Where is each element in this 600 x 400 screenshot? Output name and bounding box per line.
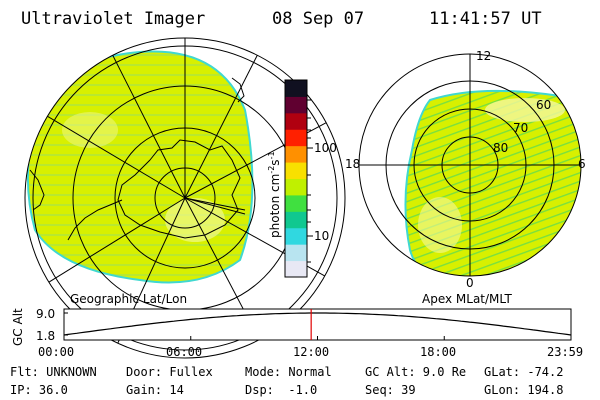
colorbar-frame (284, 79, 308, 278)
instrument-title: Ultraviolet Imager (21, 9, 206, 29)
date-label: 08 Sep 07 (272, 9, 365, 29)
info-mode: Mode: Normal (245, 365, 332, 379)
timeline-axis-label: GC Alt (11, 308, 25, 346)
polar-plot (358, 53, 582, 277)
colorbar-band (285, 96, 307, 114)
colorbar-tick-100: 100 (314, 141, 337, 155)
time-label: 11:41:57 UT (429, 9, 542, 29)
timeline-xtick-0600: 06:00 (166, 345, 203, 359)
colorbar-ticks (307, 99, 313, 263)
info-seq: Seq: 39 (365, 383, 416, 397)
colorbar-band (285, 244, 307, 262)
aurora-emission-left (26, 50, 254, 284)
timeline-ytick-top: 9.0 (36, 307, 55, 321)
timeline-xtick-1200: 12:00 (293, 345, 330, 359)
info-glat: GLat: -74.2 (484, 365, 564, 379)
colorbar-band (285, 162, 307, 179)
mlt-label-6: 6 (578, 157, 586, 171)
mlt-label-0: 0 (466, 276, 474, 290)
coastline-africa (231, 77, 245, 103)
timeline-ticks (63, 312, 572, 340)
mlat-label-80: 80 (493, 141, 508, 155)
mlt-label-18: 18 (345, 157, 360, 171)
left-panel-caption: Geographic Lat/Lon (70, 292, 187, 306)
colorbar-band (285, 194, 307, 212)
right-panel-caption: Apex MLat/MLT (422, 292, 512, 306)
colorbar-band (285, 129, 307, 147)
colorbar-tick-10: 10 (314, 229, 329, 243)
colorbar (285, 80, 307, 278)
timeline-ytick-bottom: 1.8 (36, 329, 55, 343)
info-gc-alt: GC Alt: 9.0 Re (365, 365, 467, 379)
info-ip: IP: 36.0 (10, 383, 68, 397)
timeline-xtick-2359: 23:59 (547, 345, 584, 359)
colorbar-band (285, 260, 307, 278)
colorbar-band (285, 80, 307, 97)
info-gain: Gain: 14 (126, 383, 184, 397)
mlat-label-60: 60 (536, 98, 551, 112)
aurora-emission-right (404, 89, 581, 276)
geographic-map (24, 37, 346, 359)
altitude-curve (63, 312, 572, 336)
timeline-xtick-1800: 18:00 (420, 345, 457, 359)
coastline-south-america (29, 169, 45, 211)
colorbar-unit-label: photon cm-2s-1 (267, 151, 282, 238)
colorbar-band (285, 178, 307, 196)
coastline-peninsula (67, 199, 123, 241)
colorbar-band (285, 211, 307, 229)
timeline-xtick-0000: 00:00 (38, 345, 75, 359)
bright-patch (418, 197, 462, 253)
info-glon: GLon: 194.8 (484, 383, 564, 397)
info-dsp: Dsp: -1.0 (245, 383, 318, 397)
info-flt: Flt: UNKNOWN (10, 365, 97, 379)
colorbar-band (285, 145, 307, 163)
colorbar-band (285, 227, 307, 245)
bright-patch (485, 98, 565, 122)
colorbar-band (285, 112, 307, 130)
info-door: Door: Fullex (126, 365, 213, 379)
altitude-timeline (63, 308, 572, 341)
mlt-label-12: 12 (476, 49, 491, 63)
mlat-label-70: 70 (513, 121, 528, 135)
